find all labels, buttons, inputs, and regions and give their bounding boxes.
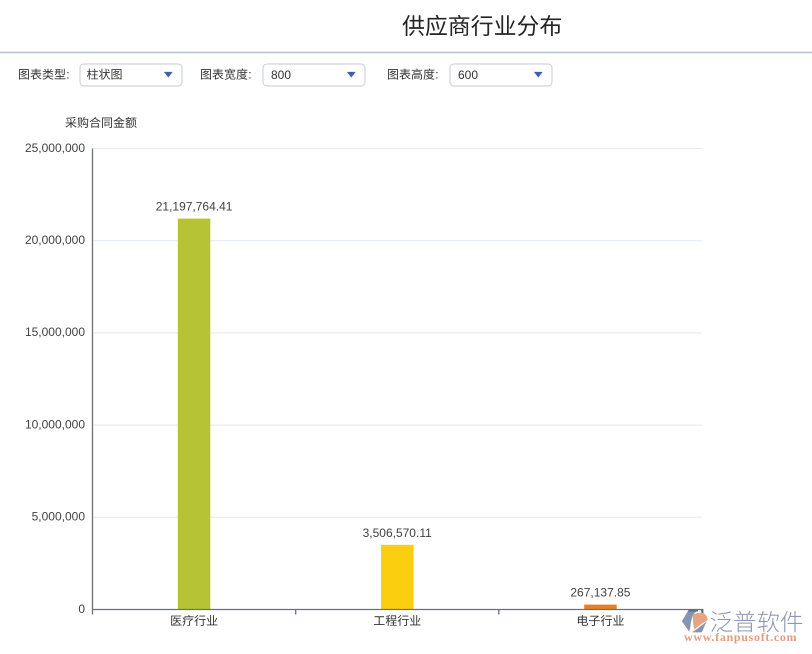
svg-text::: : [435,68,438,82]
svg-text:600: 600 [458,68,478,82]
svg-text:3,506,570.11: 3,506,570.11 [363,526,433,540]
svg-text:5,000,000: 5,000,000 [32,510,86,524]
svg-text:20,000,000: 20,000,000 [25,233,85,247]
svg-text:267,137.85: 267,137.85 [570,586,630,600]
svg-text::: : [248,68,251,82]
svg-text::: : [66,68,69,82]
svg-text:21,197,764.41: 21,197,764.41 [156,200,233,214]
svg-text:15,000,000: 15,000,000 [25,325,85,339]
svg-text:25,000,000: 25,000,000 [25,141,85,155]
svg-text:800: 800 [271,68,291,82]
svg-text:www.fanpusoft.com: www.fanpusoft.com [684,630,797,644]
svg-text:0: 0 [78,602,85,616]
svg-text:10,000,000: 10,000,000 [25,417,85,431]
